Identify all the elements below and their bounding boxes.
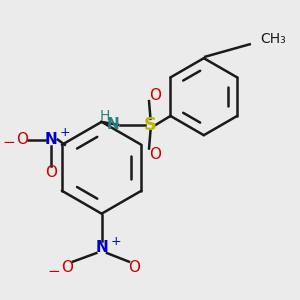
Text: O: O [45,165,57,180]
Text: O: O [149,88,161,103]
Text: O: O [149,147,161,162]
Text: +: + [110,235,121,248]
Text: N: N [107,117,120,132]
Text: +: + [59,126,70,139]
Text: S: S [144,116,157,134]
Text: N: N [45,132,58,147]
Text: O: O [61,260,74,274]
Text: N: N [95,240,108,255]
Text: H: H [99,109,110,123]
Text: O: O [16,132,28,147]
Text: CH₃: CH₃ [260,32,286,46]
Text: −: − [47,264,60,279]
Text: O: O [128,260,140,274]
Text: −: − [2,135,15,150]
